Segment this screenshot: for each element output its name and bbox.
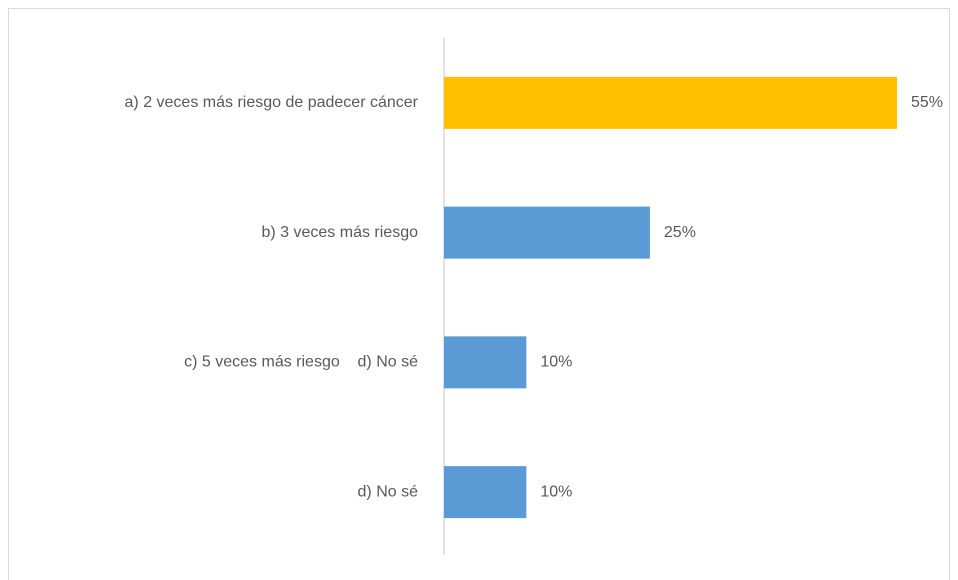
bar xyxy=(444,466,527,519)
category-label: d) No sé xyxy=(358,483,419,500)
data-label: 10% xyxy=(540,483,572,500)
category-label: b) 3 veces más riesgo xyxy=(261,224,418,241)
bar xyxy=(444,76,897,129)
data-label: 10% xyxy=(540,354,572,371)
bar xyxy=(444,206,650,259)
category-label: a) 2 veces más riesgo de padecer cáncer xyxy=(125,94,419,111)
chart-frame xyxy=(8,8,950,580)
category-label: c) 5 veces más riesgo d) No sé xyxy=(184,354,418,371)
data-label: 55% xyxy=(911,94,943,111)
data-label: 25% xyxy=(664,224,696,241)
bar xyxy=(444,336,527,389)
